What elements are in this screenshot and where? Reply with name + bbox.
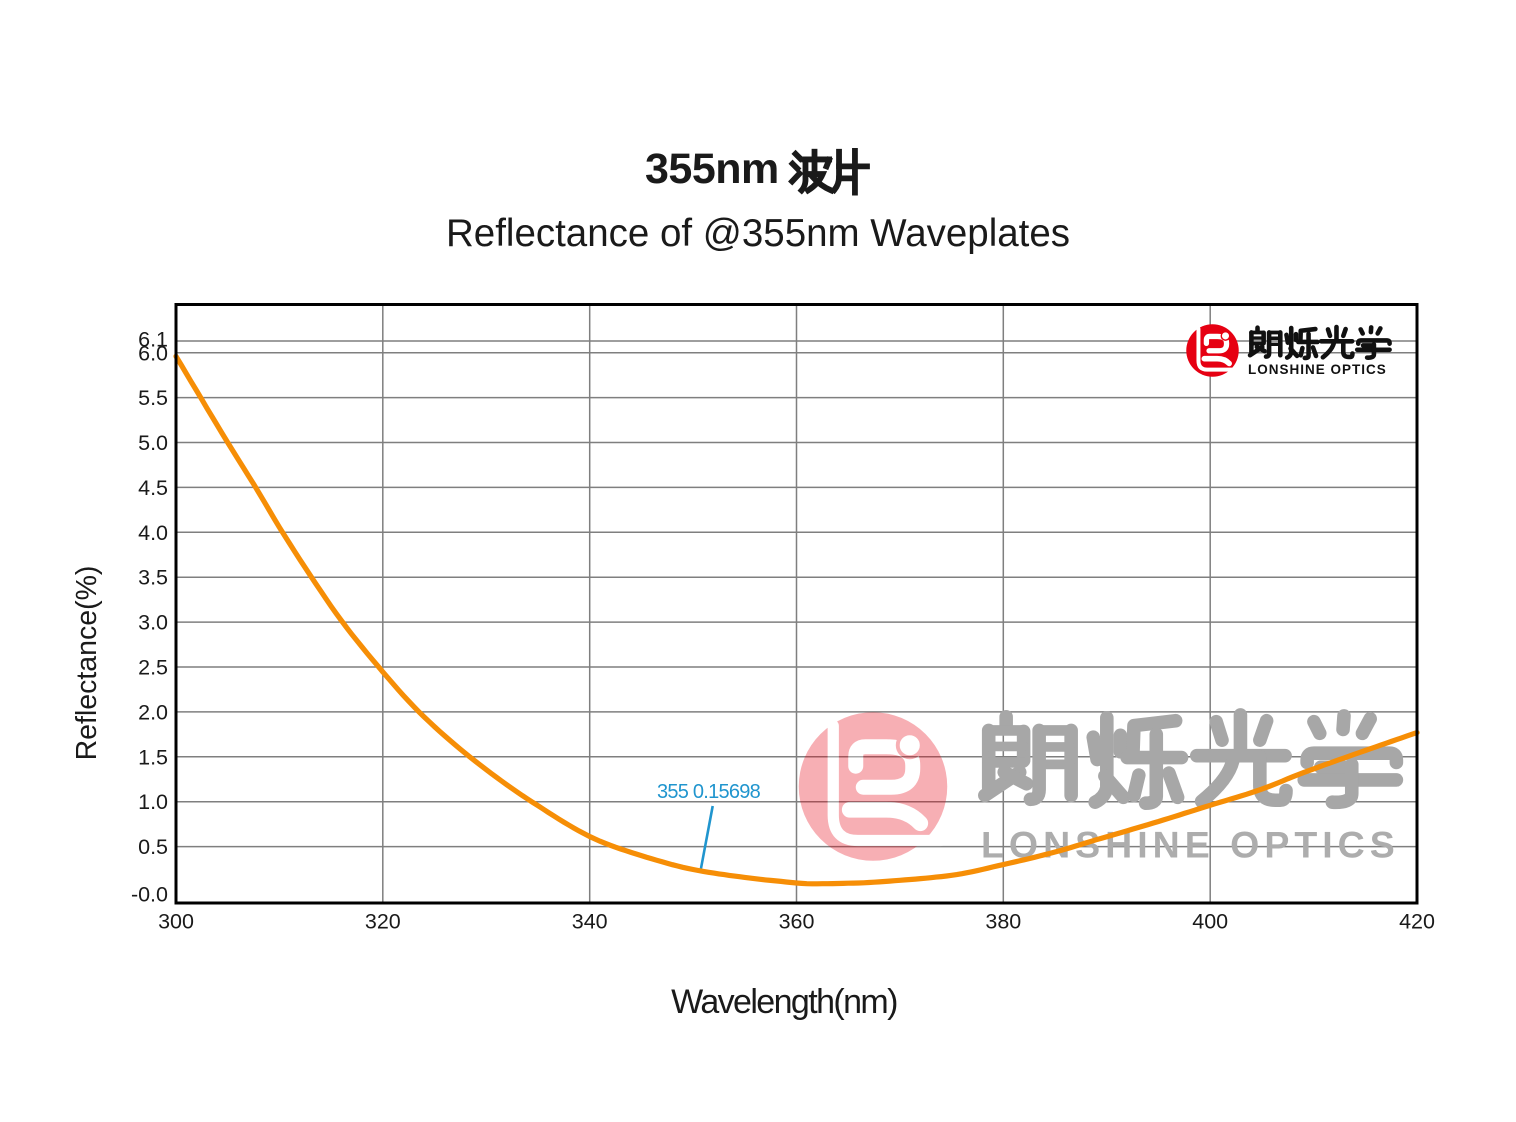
svg-text:420: 420 xyxy=(1399,910,1435,934)
svg-text:3.5: 3.5 xyxy=(138,566,168,590)
svg-text:Reflectance(%): Reflectance(%) xyxy=(71,566,103,761)
svg-text:Reflectance of @355nm Waveplat: Reflectance of @355nm Waveplates xyxy=(446,212,1070,255)
svg-text:LONSHINE OPTICS: LONSHINE OPTICS xyxy=(1248,362,1387,377)
svg-text:300: 300 xyxy=(158,910,194,934)
svg-text:2.0: 2.0 xyxy=(138,700,168,724)
svg-text:355 0.15698: 355 0.15698 xyxy=(657,781,761,803)
svg-text:5.5: 5.5 xyxy=(138,386,168,410)
svg-text:4.5: 4.5 xyxy=(138,476,168,500)
svg-text:320: 320 xyxy=(365,910,401,934)
svg-text:6.1: 6.1 xyxy=(138,328,168,352)
svg-text:360: 360 xyxy=(779,910,815,934)
svg-text:0.5: 0.5 xyxy=(138,835,168,859)
svg-text:400: 400 xyxy=(1192,910,1228,934)
svg-text:3.0: 3.0 xyxy=(138,611,168,635)
svg-text:4.0: 4.0 xyxy=(138,521,168,545)
svg-text:380: 380 xyxy=(985,910,1021,934)
svg-text:LONSHINE OPTICS: LONSHINE OPTICS xyxy=(981,824,1400,866)
svg-text:6.0: 6.0 xyxy=(138,342,168,366)
svg-text:340: 340 xyxy=(572,910,608,934)
svg-text:1.0: 1.0 xyxy=(138,790,168,814)
svg-text:Wavelength(nm): Wavelength(nm) xyxy=(671,983,897,1021)
svg-text:5.0: 5.0 xyxy=(138,431,168,455)
svg-text:1.5: 1.5 xyxy=(138,745,168,769)
svg-text:355nm: 355nm xyxy=(645,145,779,193)
svg-text:-0.0: -0.0 xyxy=(131,883,168,907)
svg-text:2.5: 2.5 xyxy=(138,656,168,680)
